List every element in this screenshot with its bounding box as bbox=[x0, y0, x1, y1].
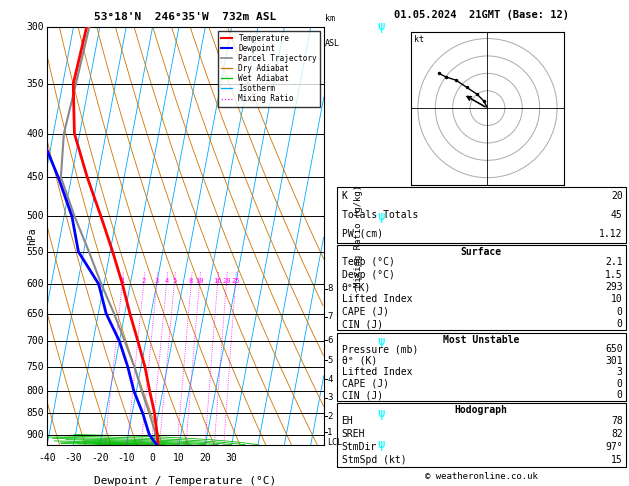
Text: -30: -30 bbox=[65, 453, 82, 463]
Text: hPa: hPa bbox=[27, 227, 37, 244]
Text: 0: 0 bbox=[150, 453, 155, 463]
Text: 300: 300 bbox=[27, 22, 45, 32]
Text: 53°18'N  246°35'W  732m ASL: 53°18'N 246°35'W 732m ASL bbox=[94, 12, 277, 22]
Text: PW (cm): PW (cm) bbox=[342, 229, 382, 239]
Text: 45: 45 bbox=[611, 210, 623, 220]
Text: 6: 6 bbox=[327, 336, 333, 345]
Text: 3: 3 bbox=[617, 367, 623, 377]
Text: 01.05.2024  21GMT (Base: 12): 01.05.2024 21GMT (Base: 12) bbox=[394, 10, 569, 20]
Text: 8: 8 bbox=[189, 278, 193, 284]
Text: ψ: ψ bbox=[377, 438, 384, 451]
Text: -10: -10 bbox=[118, 453, 135, 463]
Text: 500: 500 bbox=[27, 211, 45, 221]
Text: ψ: ψ bbox=[377, 20, 384, 33]
Text: 0: 0 bbox=[617, 319, 623, 330]
Text: 16: 16 bbox=[213, 278, 222, 284]
Text: 750: 750 bbox=[27, 362, 45, 372]
Text: km: km bbox=[325, 14, 335, 22]
Text: ψ: ψ bbox=[377, 407, 384, 420]
Legend: Temperature, Dewpoint, Parcel Trajectory, Dry Adiabat, Wet Adiabat, Isotherm, Mi: Temperature, Dewpoint, Parcel Trajectory… bbox=[218, 31, 320, 106]
Text: 2: 2 bbox=[142, 278, 146, 284]
Text: Hodograph: Hodograph bbox=[455, 405, 508, 416]
Text: EH: EH bbox=[342, 416, 353, 426]
Text: 4: 4 bbox=[327, 375, 333, 383]
Text: Most Unstable: Most Unstable bbox=[443, 335, 520, 345]
Text: 1: 1 bbox=[327, 428, 333, 437]
Text: Dewp (°C): Dewp (°C) bbox=[342, 270, 394, 280]
Text: 1.5: 1.5 bbox=[605, 270, 623, 280]
Text: 4: 4 bbox=[164, 278, 169, 284]
Text: 650: 650 bbox=[605, 345, 623, 354]
Text: 850: 850 bbox=[27, 408, 45, 418]
Text: θᵉ (K): θᵉ (K) bbox=[342, 356, 377, 366]
Text: -40: -40 bbox=[38, 453, 56, 463]
Text: 10: 10 bbox=[611, 295, 623, 305]
Text: Dewpoint / Temperature (°C): Dewpoint / Temperature (°C) bbox=[94, 476, 277, 486]
Text: 97°: 97° bbox=[605, 442, 623, 452]
Text: 3: 3 bbox=[327, 393, 333, 402]
Text: 78: 78 bbox=[611, 416, 623, 426]
Text: 10: 10 bbox=[173, 453, 185, 463]
Text: 800: 800 bbox=[27, 386, 45, 396]
Text: © weatheronline.co.uk: © weatheronline.co.uk bbox=[425, 472, 538, 481]
Text: 8: 8 bbox=[327, 284, 333, 294]
Text: 5: 5 bbox=[327, 356, 333, 365]
Text: 3: 3 bbox=[155, 278, 159, 284]
Text: StmDir: StmDir bbox=[342, 442, 377, 452]
Text: 550: 550 bbox=[27, 247, 45, 257]
Text: Surface: Surface bbox=[460, 247, 502, 258]
Text: 700: 700 bbox=[27, 336, 45, 346]
Text: K: K bbox=[342, 191, 347, 201]
Text: 0: 0 bbox=[617, 390, 623, 400]
Text: 20: 20 bbox=[222, 278, 231, 284]
Text: 20: 20 bbox=[199, 453, 211, 463]
Text: 20: 20 bbox=[611, 191, 623, 201]
Text: 900: 900 bbox=[27, 430, 45, 439]
Text: 2.1: 2.1 bbox=[605, 257, 623, 267]
Text: 25: 25 bbox=[231, 278, 240, 284]
Text: 600: 600 bbox=[27, 279, 45, 289]
Text: 650: 650 bbox=[27, 309, 45, 319]
Text: CIN (J): CIN (J) bbox=[342, 319, 382, 330]
Text: 30: 30 bbox=[226, 453, 238, 463]
Text: 450: 450 bbox=[27, 172, 45, 182]
Text: 0: 0 bbox=[617, 379, 623, 389]
Text: ψ: ψ bbox=[377, 335, 384, 348]
Text: θᵉ(K): θᵉ(K) bbox=[342, 282, 371, 292]
Text: CAPE (J): CAPE (J) bbox=[342, 379, 389, 389]
Text: 5: 5 bbox=[172, 278, 176, 284]
Text: 301: 301 bbox=[605, 356, 623, 366]
Text: LCL: LCL bbox=[327, 438, 342, 447]
Text: 1: 1 bbox=[120, 278, 125, 284]
Text: 2: 2 bbox=[327, 412, 333, 421]
Text: -20: -20 bbox=[91, 453, 109, 463]
Text: 1.12: 1.12 bbox=[599, 229, 623, 239]
Text: 10: 10 bbox=[195, 278, 204, 284]
Text: ψ: ψ bbox=[377, 210, 384, 223]
Text: Temp (°C): Temp (°C) bbox=[342, 257, 394, 267]
Text: Pressure (mb): Pressure (mb) bbox=[342, 345, 418, 354]
Text: Mixing Ratio (g/kg): Mixing Ratio (g/kg) bbox=[354, 185, 363, 287]
Text: CAPE (J): CAPE (J) bbox=[342, 307, 389, 317]
Text: Lifted Index: Lifted Index bbox=[342, 295, 412, 305]
Text: SREH: SREH bbox=[342, 429, 365, 439]
Text: Totals Totals: Totals Totals bbox=[342, 210, 418, 220]
Text: Lifted Index: Lifted Index bbox=[342, 367, 412, 377]
Text: 350: 350 bbox=[27, 79, 45, 89]
Text: 7: 7 bbox=[327, 312, 333, 321]
Text: CIN (J): CIN (J) bbox=[342, 390, 382, 400]
Text: 0: 0 bbox=[617, 307, 623, 317]
Text: ASL: ASL bbox=[325, 39, 340, 48]
Text: 293: 293 bbox=[605, 282, 623, 292]
Text: 15: 15 bbox=[611, 455, 623, 465]
Text: StmSpd (kt): StmSpd (kt) bbox=[342, 455, 406, 465]
Text: 82: 82 bbox=[611, 429, 623, 439]
Text: kt: kt bbox=[415, 35, 425, 44]
Text: 400: 400 bbox=[27, 128, 45, 139]
